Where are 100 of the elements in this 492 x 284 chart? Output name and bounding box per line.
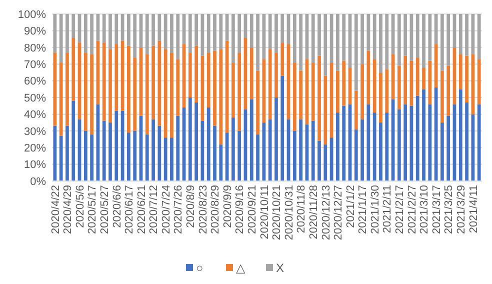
bar <box>446 14 450 66</box>
bar <box>213 14 216 51</box>
bar <box>256 70 260 134</box>
bar <box>428 60 432 104</box>
x-tick-label: 2021/2/17 <box>394 185 406 234</box>
y-tick-label: 30% <box>24 126 46 138</box>
bar <box>318 56 321 141</box>
bar <box>256 14 260 71</box>
x-tick-label: 2021/1/17 <box>357 185 370 234</box>
bar <box>318 140 321 181</box>
bar <box>280 76 284 181</box>
bar <box>404 14 408 56</box>
x-tick-label: 2020/5/17 <box>86 185 99 234</box>
bar <box>256 134 260 181</box>
bar <box>360 119 364 181</box>
bar <box>102 120 106 181</box>
x-tick-label: 2020/9/21 <box>246 185 258 234</box>
x-tick-label: 2020/7/26 <box>172 185 185 234</box>
bar <box>471 54 475 114</box>
bar <box>385 112 389 181</box>
y-tick-label: 40% <box>24 109 46 122</box>
bar <box>102 42 106 121</box>
bar <box>404 104 408 181</box>
x-tick-label: 2020/7/12 <box>148 185 160 234</box>
x-tick-label: 2020/5/27 <box>98 185 111 234</box>
x-tick-label: 2020/4/29 <box>62 185 74 234</box>
bar <box>72 100 76 181</box>
bar <box>108 122 112 181</box>
bar <box>268 14 272 50</box>
bar <box>342 106 346 181</box>
bar <box>90 14 94 54</box>
bar <box>59 14 63 62</box>
x-tick-label: 2020/10/11 <box>258 185 271 240</box>
bar <box>465 14 468 56</box>
x-tick-label: 2020/9/9 <box>222 185 234 228</box>
bar <box>213 50 216 126</box>
x-tick-label: 2020/8/23 <box>197 185 210 234</box>
bar <box>416 57 420 96</box>
bar <box>219 14 223 50</box>
bar <box>238 130 242 181</box>
bar <box>59 136 63 181</box>
bar <box>152 119 155 181</box>
bar <box>72 37 76 101</box>
bar <box>108 49 112 123</box>
bar <box>170 14 174 52</box>
x-tick-label: 2021/2/11 <box>382 185 394 234</box>
bar <box>232 14 235 62</box>
bar <box>342 14 346 61</box>
bar <box>280 14 284 42</box>
bar <box>126 46 130 133</box>
x-tick-label: 2021/1/30 <box>369 185 382 234</box>
bar <box>397 66 401 110</box>
bar <box>428 14 432 61</box>
x-tick-label: 2020/8/9 <box>185 185 198 228</box>
x-tick-label: 2020/9/16 <box>234 185 246 234</box>
x-tick-label: 2020/6/17 <box>124 185 136 234</box>
bar <box>53 126 57 181</box>
x-tick-label: 2020/12/13 <box>320 185 332 240</box>
bar <box>66 52 69 126</box>
bar <box>194 102 198 181</box>
bar <box>262 122 266 181</box>
bar <box>311 14 315 62</box>
bar <box>385 69 389 113</box>
bar <box>152 14 155 46</box>
bar <box>354 14 358 91</box>
x-tick-label: 2020/5/6 <box>74 185 86 228</box>
bar <box>250 14 254 48</box>
bar <box>477 104 481 181</box>
bar <box>292 62 296 131</box>
bar <box>238 14 242 52</box>
bar <box>318 14 321 56</box>
bar <box>250 99 254 181</box>
bar <box>164 49 168 138</box>
x-tick-label: 2020/10/31 <box>283 185 296 240</box>
bar <box>219 49 223 144</box>
x-tick-label: 2020/11/28 <box>308 185 320 240</box>
bar <box>465 102 468 181</box>
bar <box>336 112 340 181</box>
y-tick-label: 60% <box>24 76 46 88</box>
bar <box>170 52 174 138</box>
bar <box>170 138 174 181</box>
x-tick-label: 2021/3/29 <box>455 185 468 234</box>
bar <box>262 59 266 123</box>
bar <box>379 14 382 72</box>
bar <box>458 54 462 90</box>
bar <box>428 104 432 181</box>
bar <box>311 62 315 121</box>
bar <box>206 108 210 181</box>
x-tick-label: 2020/6/6 <box>111 185 124 228</box>
bar <box>477 14 481 60</box>
bar <box>292 130 296 181</box>
bar <box>292 14 296 62</box>
bar <box>268 49 272 120</box>
bar <box>219 144 223 181</box>
bar <box>422 14 426 68</box>
bar <box>422 67 426 90</box>
bar <box>274 98 278 181</box>
bar <box>458 89 462 181</box>
bar <box>446 116 450 181</box>
bar <box>102 14 106 42</box>
